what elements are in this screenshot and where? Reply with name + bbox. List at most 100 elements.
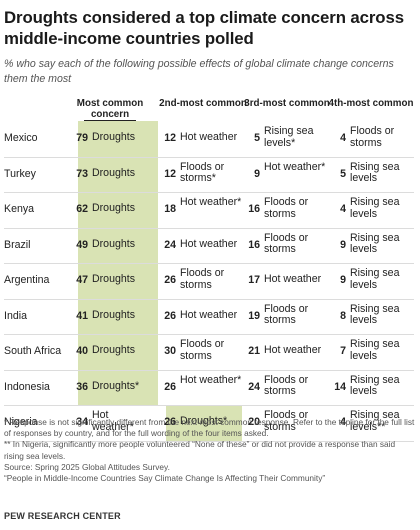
cell-value: 14 [334,380,346,393]
cell-value: 7 [340,345,346,357]
cell-label: Hot weather [180,237,238,250]
chart-title: Droughts considered a top climate concer… [4,8,404,48]
cell-value: 5 [340,167,346,180]
cell-value: 9 [254,167,260,180]
highlight-cell [78,369,158,405]
cell-label: Droughts* [92,379,140,392]
cell-value: 16 [248,203,260,215]
row-separator [4,405,414,406]
cell-label: Hot weather* [180,196,242,208]
row-separator [4,440,414,442]
pew-logo-text: PEW RESEARCH CENTER [4,511,121,521]
highlight-cell [78,263,158,299]
cell-value: 49 [76,238,88,251]
cell-label: Rising sea levels [350,267,400,291]
cell-value: 16 [248,238,260,251]
country-label: Indonesia [4,380,50,393]
cell-value: 36 [76,380,88,393]
column-header-1: Most common concern [76,98,144,120]
highlight-cell [78,334,158,370]
row-separator [4,263,414,264]
cell-value: 5 [254,132,260,144]
note-report-title: “People in Middle-Income Countries Say C… [4,473,326,484]
cell-label: Rising sea levels [350,196,400,220]
country-label: South Africa [4,345,62,357]
cell-value: 41 [76,309,88,322]
cell-label: Floods or storms [264,196,309,220]
cell-label: Hot weather* [180,373,242,386]
cell-label: Droughts [92,237,135,250]
cell-value: 24 [248,380,260,393]
cell-label: Rising sea levels [350,338,400,362]
cell-value: 20 [248,416,260,428]
cell-label: Rising sea levels [350,160,400,184]
cell-label: Droughts [92,131,135,143]
column-header-2: 2nd-most common [159,98,247,109]
row-separator [4,227,414,229]
cell-label: Droughts [92,273,135,285]
cell-label: Floods or storms [264,373,309,397]
cell-value: 9 [340,238,346,251]
cell-label: Droughts* [180,415,228,427]
highlight-cell [166,405,242,441]
column-header-3: 3rd-most common [244,98,330,109]
cell-value: 34 [76,416,88,428]
cell-label: Floods or storms [180,267,225,291]
cell-label: Hot weather [180,131,238,143]
cell-label: Floods or storms [264,409,309,433]
cell-value: 9 [340,274,346,286]
cell-value: 17 [248,274,260,286]
cell-label: Floods or storms [180,338,225,362]
cell-value: 4 [340,203,346,215]
cell-value: 19 [248,309,260,322]
cell-label: Floods or storms* [180,160,225,184]
cell-label: Droughts [92,202,135,214]
cell-value: 21 [248,345,260,357]
cell-label: Hot weather* [92,409,134,433]
cell-value: 26 [164,380,176,393]
cell-label: Hot weather* [264,160,326,173]
country-label: India [4,309,27,322]
cell-value: 18 [164,203,176,215]
row-separator [4,156,414,158]
cell-value: 24 [164,238,176,251]
cell-label: Hot weather [264,344,322,356]
row-separator [4,369,414,371]
cell-label: Floods or storms [264,302,309,326]
cell-value: 73 [76,167,88,180]
cell-label: Droughts [92,344,135,356]
cell-value: 12 [164,132,176,144]
cell-value: 47 [76,274,88,286]
country-label: Brazil [4,238,31,251]
cell-label: Rising sea levels [350,231,400,255]
cell-label: Hot weather [264,273,322,285]
cell-value: 62 [76,203,88,215]
cell-value: 79 [76,132,88,144]
cell-value: 40 [76,345,88,357]
cell-label: Rising sea levels** [350,409,400,433]
cell-value: 4 [340,416,346,428]
row-separator [4,334,414,335]
highlight-cell [78,156,158,192]
country-label: Kenya [4,203,35,215]
column-header-underline [84,120,136,121]
country-label: Nigeria [4,416,38,428]
column-header-4: 4th-most common [328,98,414,109]
cell-label: Hot weather [180,308,238,321]
cell-label: Floods or storms [264,231,309,255]
row-separator [4,192,414,193]
cell-value: 26 [164,274,176,286]
highlight-cell [78,192,158,228]
note-significance: * Response is not significantly differen… [4,417,415,439]
cell-value: 26 [164,416,176,428]
cell-label: Floods or storms [350,125,395,149]
cell-value: 26 [164,309,176,322]
country-label: Mexico [4,132,38,144]
cell-label: Droughts [92,166,135,179]
cell-label: Rising sea levels [350,302,400,326]
cell-label: Rising sea levels* [264,125,314,149]
chart-notes: * Response is not significantly differen… [4,417,416,484]
highlight-cell [78,121,158,157]
highlight-cell [78,298,158,334]
cell-value: 8 [340,309,346,322]
